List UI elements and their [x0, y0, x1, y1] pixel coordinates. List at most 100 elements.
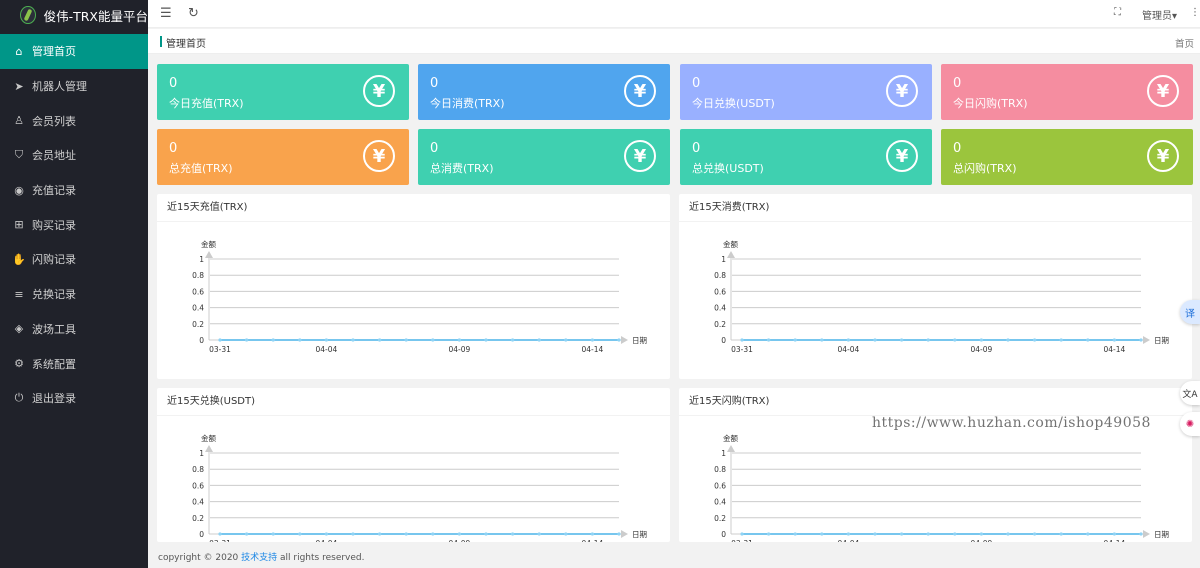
data-point — [1059, 338, 1063, 342]
x-tick-label: 04-09 — [971, 345, 993, 354]
data-point — [767, 338, 771, 342]
x-axis-label: 日期 — [1154, 336, 1169, 345]
y-axis-arrow — [727, 251, 735, 258]
user-menu[interactable]: 管理员▾ — [1142, 7, 1177, 22]
page-title: 管理首页 — [166, 39, 206, 50]
data-point — [873, 532, 877, 536]
sidebar-item-label: 管理首页 — [32, 45, 76, 59]
yen-icon: ¥ — [1147, 140, 1179, 172]
sidebar-item-5[interactable]: ⊞ 购买记录 — [0, 207, 148, 242]
user-name: 管理员 — [1142, 11, 1172, 22]
data-point — [431, 338, 435, 342]
refresh-icon[interactable]: ↻ — [188, 6, 199, 21]
sidebar-item-8[interactable]: ◈ 波场工具 — [0, 312, 148, 347]
cube-icon: ◈ — [14, 322, 24, 336]
data-point — [351, 338, 355, 342]
data-point — [590, 338, 594, 342]
x-tick-label: 04-09 — [971, 539, 993, 542]
stat-value: 0 — [169, 76, 178, 91]
x-axis-arrow — [621, 530, 628, 538]
y-tick-label: 0.8 — [192, 465, 204, 474]
sidebar-item-3[interactable]: ⛉ 会员地址 — [0, 138, 148, 173]
stat-label: 今日兑换(USDT) — [692, 97, 775, 110]
footer-link[interactable]: 技术支持 — [241, 553, 278, 563]
data-point — [740, 338, 744, 342]
data-point — [846, 532, 850, 536]
translate-float-button[interactable]: 译 — [1180, 300, 1200, 324]
data-point — [351, 532, 355, 536]
y-axis-label: 金额 — [201, 433, 216, 443]
sidebar-item-4[interactable]: ◉ 充值记录 — [0, 173, 148, 208]
data-point — [457, 532, 461, 536]
stat-label: 今日闪购(TRX) — [953, 97, 1028, 110]
sliders-icon: ≡ — [14, 287, 24, 301]
data-point — [793, 338, 797, 342]
sidebar-item-7[interactable]: ≡ 兑换记录 — [0, 277, 148, 312]
y-axis-arrow — [205, 251, 213, 258]
sidebar-item-6[interactable]: ✋ 闪购记录 — [0, 242, 148, 277]
chart-title: 近15天充值(TRX) — [157, 194, 670, 222]
data-point — [245, 532, 249, 536]
breadcrumb-home[interactable]: 首页 — [1174, 39, 1194, 50]
stat-card: 0 总闪购(TRX) ¥ — [941, 129, 1193, 185]
translate-icon[interactable]: 文A — [1180, 381, 1200, 405]
x-tick-label: 04-14 — [582, 539, 604, 542]
x-tick-label: 04-14 — [1104, 539, 1126, 542]
stat-label: 总充值(TRX) — [169, 162, 233, 175]
y-tick-label: 0.8 — [714, 271, 726, 280]
line-chart: 金额 1 0.8 0.6 0.4 0.2 0 日期 03-31 04-04 04-09 04-14 — [192, 239, 647, 354]
brand[interactable]: 俊伟-TRX能量平台 — [0, 0, 148, 30]
stat-value: 0 — [430, 76, 439, 91]
hand-icon: ✋ — [12, 252, 26, 266]
sidebar-item-label: 波场工具 — [32, 322, 76, 336]
sidebar-item-9[interactable]: ⚙ 系统配置 — [0, 346, 148, 381]
stat-value: 0 — [169, 141, 178, 156]
data-point — [324, 338, 328, 342]
data-point — [1033, 532, 1037, 536]
y-tick-label: 0 — [721, 530, 726, 539]
breadcrumb: 管理首页 首页 — [148, 29, 1200, 54]
fullscreen-icon[interactable]: ⛶ — [1114, 7, 1121, 18]
data-point — [245, 338, 249, 342]
send-icon: ➤ — [14, 79, 24, 93]
y-tick-label: 0.6 — [192, 287, 204, 296]
stat-value: 0 — [953, 141, 962, 156]
data-point — [457, 338, 461, 342]
power-icon: ⏻ — [14, 391, 24, 405]
sidebar-item-label: 购买记录 — [32, 218, 76, 232]
data-point — [404, 338, 408, 342]
cart-icon: ⊞ — [14, 218, 24, 232]
y-tick-label: 0.2 — [192, 320, 204, 329]
data-point — [511, 338, 515, 342]
sidebar-menu: ⌂ 管理首页 ➤ 机器人管理 ♙ 会员列表 ⛉ 会员地址 ◉ 充值记录 ⊞ 购买记录 ✋ 闪购记录 ≡ 兑换记… — [0, 34, 148, 416]
data-point — [564, 532, 568, 536]
sidebar-item-10[interactable]: ⏻ 退出登录 — [0, 381, 148, 416]
y-tick-label: 0.4 — [714, 304, 726, 313]
chart-panel: 近15天闪购(TRX) 金额 1 0.8 0.6 0.4 0.2 0 日期 03-31 04-04 0… — [679, 388, 1192, 542]
data-point — [537, 532, 541, 536]
menu-toggle-icon[interactable]: ☰ — [160, 6, 172, 21]
data-point — [1006, 338, 1010, 342]
stat-value: 0 — [430, 141, 439, 156]
y-tick-label: 1 — [721, 449, 726, 458]
yen-icon: ¥ — [1147, 75, 1179, 107]
sidebar-item-label: 会员地址 — [32, 149, 76, 163]
stat-value: 0 — [692, 76, 701, 91]
plugin-icon[interactable]: ✺ — [1180, 412, 1200, 436]
x-tick-label: 04-04 — [316, 539, 338, 542]
data-point — [431, 532, 435, 536]
sidebar-item-2[interactable]: ♙ 会员列表 — [0, 103, 148, 138]
stat-card: 0 今日消费(TRX) ¥ — [418, 64, 670, 120]
data-point — [564, 338, 568, 342]
sidebar-item-1[interactable]: ➤ 机器人管理 — [0, 69, 148, 104]
more-icon[interactable]: ⋮ — [1190, 7, 1200, 18]
data-point — [953, 532, 957, 536]
data-point — [271, 338, 275, 342]
y-tick-label: 0.2 — [714, 320, 726, 329]
sidebar-item-label: 兑换记录 — [32, 288, 76, 302]
sidebar-item-0[interactable]: ⌂ 管理首页 — [0, 34, 148, 69]
y-tick-label: 0.8 — [192, 271, 204, 280]
watermark: https://www.huzhan.com/ishop49058 — [872, 415, 1151, 431]
chart-panel: 近15天消费(TRX) 金额 1 0.8 0.6 0.4 0.2 0 日期 03-31 04-04 0… — [679, 194, 1192, 379]
yen-icon: ¥ — [624, 140, 656, 172]
